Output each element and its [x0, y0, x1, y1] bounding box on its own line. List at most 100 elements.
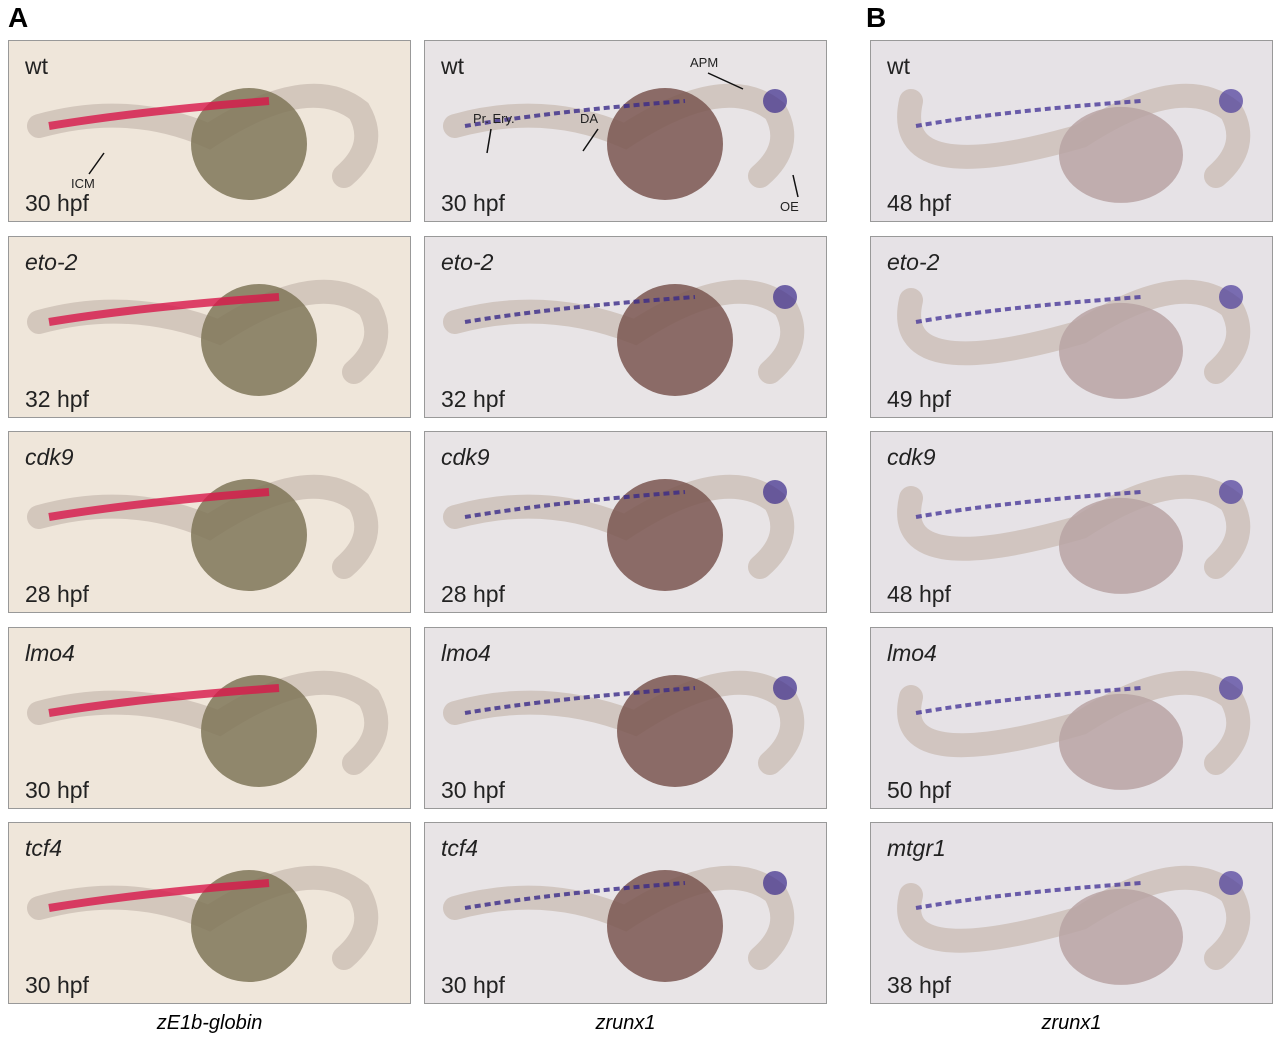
stage-label: 48 hpf	[887, 190, 951, 216]
gene-label: lmo4	[887, 640, 937, 666]
embryo-image	[897, 279, 1251, 399]
image-panel: wt 48 hpf	[870, 40, 1273, 222]
stain	[464, 686, 696, 715]
yolk	[617, 675, 733, 787]
stain	[763, 480, 787, 504]
image-panel: eto-2 32 hpf	[424, 236, 827, 418]
gene-label: eto-2	[441, 249, 494, 275]
embryo-image	[443, 670, 805, 787]
stage-label: 49 hpf	[887, 386, 951, 412]
stage-label: 30 hpf	[25, 972, 89, 998]
stain	[915, 686, 1142, 715]
stage-label: 32 hpf	[441, 386, 505, 412]
yolk	[1059, 106, 1183, 203]
yolk	[607, 479, 723, 591]
annotation: DA	[580, 111, 599, 126]
yolk	[201, 675, 317, 787]
annotation: APM	[690, 55, 719, 70]
stain	[48, 293, 280, 326]
stain	[464, 490, 686, 519]
yolk	[191, 88, 307, 200]
image-panel: lmo4 50 hpf	[870, 627, 1273, 809]
stain	[915, 295, 1142, 324]
stain	[763, 89, 787, 113]
image-panel: wt 30 hpf Pr. Ery. DA APM OE	[424, 40, 827, 222]
image-panel: wt 30 hpf ICM	[8, 40, 411, 222]
gene-label: wt	[887, 53, 910, 79]
image-panel: mtgr1 38 hpf	[870, 822, 1273, 1004]
embryo-image	[27, 474, 379, 591]
stain	[1219, 480, 1243, 504]
annotation: OE	[780, 199, 799, 214]
stain	[48, 879, 270, 912]
stage-label: 30 hpf	[441, 190, 505, 216]
gene-label: cdk9	[887, 444, 936, 470]
stain	[48, 97, 270, 130]
annotation: ICM	[71, 176, 95, 191]
embryo-image	[27, 279, 389, 396]
yolk	[617, 284, 733, 396]
yolk	[607, 88, 723, 200]
embryo-image	[443, 865, 795, 982]
image-panel: tcf4 30 hpf	[424, 822, 827, 1004]
stain	[915, 881, 1142, 910]
stain	[1219, 89, 1243, 113]
stage-label: 30 hpf	[441, 972, 505, 998]
embryo-image	[27, 670, 389, 787]
annotation-arrow	[792, 174, 799, 198]
yolk	[607, 870, 723, 982]
stain	[763, 871, 787, 895]
stain	[48, 684, 280, 717]
stain	[48, 488, 270, 521]
image-panel: eto-2 32 hpf	[8, 236, 411, 418]
stain	[915, 490, 1142, 519]
stage-label: 28 hpf	[441, 581, 505, 607]
stage-label: 32 hpf	[25, 386, 89, 412]
stain	[915, 99, 1142, 128]
embryo-image	[27, 83, 379, 200]
yolk	[201, 284, 317, 396]
image-panel: cdk9 48 hpf	[870, 431, 1273, 613]
embryo-image	[27, 865, 379, 982]
embryo-image	[443, 279, 805, 396]
stage-label: 50 hpf	[887, 777, 951, 803]
stage-label: 30 hpf	[25, 190, 89, 216]
panel-letter: A	[8, 2, 29, 33]
gene-label: tcf4	[25, 835, 63, 861]
stage-label: 48 hpf	[887, 581, 951, 607]
stain	[773, 676, 797, 700]
column-caption: zrunx1	[1041, 1012, 1102, 1034]
annotation: Pr. Ery.	[473, 111, 515, 126]
gene-label: lmo4	[25, 640, 75, 666]
panel-letter: B	[866, 2, 887, 33]
stain	[1219, 871, 1243, 895]
stain	[464, 99, 686, 128]
annotation-arrow	[88, 152, 105, 175]
embryo-image	[897, 865, 1251, 985]
stain	[773, 285, 797, 309]
image-panel: eto-2 49 hpf	[870, 236, 1273, 418]
stain	[464, 881, 686, 910]
stage-label: 38 hpf	[887, 972, 951, 998]
image-panel: cdk9 28 hpf	[424, 431, 827, 613]
image-panel: cdk9 28 hpf	[8, 431, 411, 613]
gene-label: tcf4	[441, 835, 479, 861]
embryo-image	[897, 474, 1251, 594]
annotation-arrow	[582, 128, 599, 152]
annotation-arrow	[707, 72, 744, 90]
image-panel: lmo4 30 hpf	[8, 627, 411, 809]
gene-label: eto-2	[887, 249, 940, 275]
image-panel: tcf4 30 hpf	[8, 822, 411, 1004]
column-caption: zrunx1	[595, 1012, 656, 1034]
yolk	[191, 479, 307, 591]
stage-label: 30 hpf	[25, 777, 89, 803]
gene-label: eto-2	[25, 249, 78, 275]
stain	[1219, 676, 1243, 700]
gene-label: cdk9	[25, 444, 74, 470]
column-caption: zE1b-globin	[156, 1012, 263, 1034]
embryo-image	[443, 72, 799, 200]
gene-label: cdk9	[441, 444, 490, 470]
embryo-image	[897, 670, 1251, 790]
yolk	[191, 870, 307, 982]
